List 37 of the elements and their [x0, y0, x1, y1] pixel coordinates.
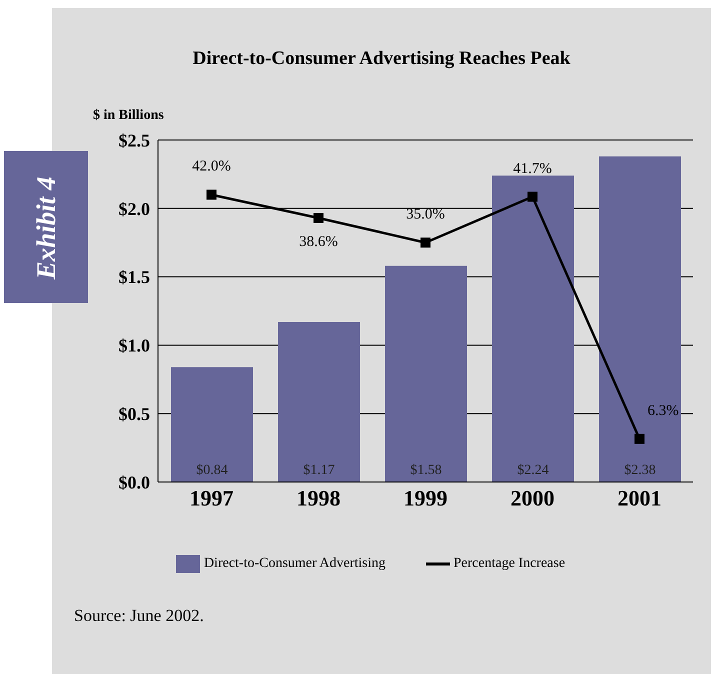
- x-tick-label: 1998: [296, 486, 340, 511]
- data-label: $2.38: [624, 463, 656, 478]
- y-axis-title: $ in Billions: [93, 108, 164, 124]
- data-label: 41.7%: [513, 160, 552, 177]
- bar: [171, 367, 253, 482]
- y-tick-label: $0.5: [118, 404, 150, 424]
- x-tick-label: 2000: [510, 486, 554, 511]
- data-label: 35.0%: [406, 206, 445, 223]
- point: [634, 434, 644, 444]
- x-tick-label: 1999: [404, 486, 448, 511]
- point: [528, 192, 538, 202]
- data-label: $2.24: [517, 463, 549, 478]
- data-label: $1.17: [303, 463, 335, 478]
- point: [206, 190, 216, 200]
- legend-label: Percentage Increase: [454, 556, 566, 572]
- bar: [385, 266, 467, 482]
- data-label: $1.58: [410, 463, 442, 478]
- bar: [278, 322, 360, 482]
- bar: [492, 176, 574, 482]
- bar: [599, 156, 681, 482]
- x-tick-label: 2001: [618, 486, 662, 511]
- text: Exhibit 4: [30, 176, 62, 280]
- source-note: Source: June 2002.: [74, 606, 204, 626]
- legend-label: Direct-to-Consumer Advertising: [204, 556, 386, 572]
- y-tick-label: $0.0: [118, 472, 150, 492]
- point: [314, 212, 324, 223]
- y-tick-label: $1.0: [118, 336, 150, 356]
- y-tick-label: $2.0: [118, 198, 150, 219]
- data-label: 6.3%: [648, 402, 679, 419]
- data-label: 42.0%: [192, 158, 231, 175]
- chart-title: Direct-to-Consumer Advertising Reaches Peak: [192, 48, 572, 70]
- y-tick-label: $2.5: [118, 130, 150, 150]
- point: [420, 238, 430, 248]
- y-tick-label: $1.5: [118, 267, 150, 288]
- data-label: 38.6%: [299, 234, 338, 250]
- data-label: $0.84: [196, 463, 228, 478]
- x-tick-label: 1997: [190, 486, 234, 511]
